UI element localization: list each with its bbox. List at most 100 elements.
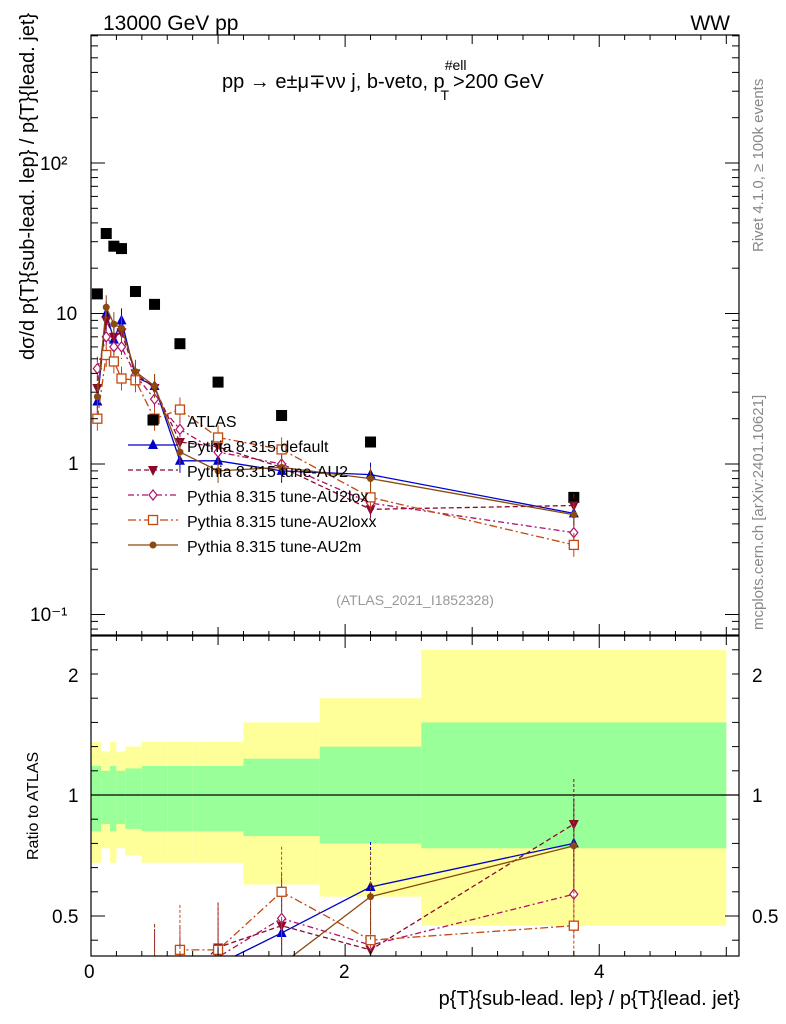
main-data-point bbox=[151, 382, 159, 390]
ratio-data-point bbox=[151, 966, 158, 973]
ratio-data-point bbox=[176, 988, 183, 995]
green-band-segment bbox=[125, 768, 142, 829]
ratio-y-tick-label-right: 1 bbox=[752, 786, 763, 807]
ratio-data-point bbox=[150, 965, 160, 975]
main-data-point bbox=[116, 373, 127, 384]
process-title-sub: T bbox=[440, 87, 449, 103]
atlas-data-point bbox=[365, 436, 377, 448]
atlas-data-point bbox=[212, 376, 224, 388]
main-data-point bbox=[149, 393, 160, 406]
main-panel-frame bbox=[90, 34, 740, 636]
ratio-data-point bbox=[150, 991, 159, 1000]
ratio-data-point bbox=[150, 963, 160, 973]
legend-marker bbox=[148, 466, 158, 476]
main-y-tick-label: 10 bbox=[56, 304, 77, 325]
process-title-sup: #ell bbox=[445, 57, 467, 73]
legend-marker bbox=[148, 489, 158, 501]
analysis-id-label: (ATLAS_2021_I1852328) bbox=[336, 592, 494, 608]
ratio-data-point bbox=[215, 971, 222, 978]
legend-label: ATLAS bbox=[187, 414, 237, 431]
legend-label: Pythia 8.315 tune-AU2m bbox=[187, 539, 361, 556]
axis-ticks bbox=[90, 35, 739, 956]
atlas-data-point bbox=[129, 286, 141, 298]
ratio-data-point bbox=[568, 920, 579, 931]
legend-label: Pythia 8.315 tune-AU2loxx bbox=[187, 514, 376, 531]
ratio-y-tick-label-right: 0.5 bbox=[752, 907, 778, 928]
main-data-point bbox=[365, 492, 376, 503]
green-band-segment bbox=[110, 765, 117, 832]
atlas-data-point bbox=[276, 410, 288, 422]
ratio-data-point bbox=[175, 983, 185, 993]
legend-marker bbox=[149, 541, 157, 549]
main-data-point bbox=[131, 368, 139, 376]
main-data-point bbox=[276, 444, 287, 455]
main-y-tick-label: 10⁻¹ bbox=[30, 605, 68, 626]
ratio-series-line bbox=[175, 891, 574, 956]
ratio-data-point bbox=[568, 820, 579, 831]
energy-label: 13000 GeV pp bbox=[103, 12, 238, 35]
legend: ATLAS Pythia 8.315 default Pythia 8.315 tu… bbox=[128, 414, 376, 556]
main-y-tick-label: 1 bbox=[68, 454, 79, 475]
ratio-data-point bbox=[278, 961, 285, 968]
main-y-axis-label: dσ/d p{T}{sub-lead. lep} / p{T}{lead. je… bbox=[17, 13, 39, 360]
ratio-data-point bbox=[569, 888, 579, 901]
atlas-data-point bbox=[149, 298, 161, 310]
main-data-point bbox=[212, 432, 224, 443]
atlas-data-point bbox=[91, 288, 103, 300]
green-band-segment bbox=[141, 765, 168, 832]
x-axis-label: p{T}{sub-lead. lep} / p{T}{lead. jet} bbox=[439, 988, 741, 1010]
green-band-segment bbox=[116, 770, 126, 825]
ratio-data-point bbox=[365, 880, 376, 891]
main-data-point bbox=[93, 393, 101, 401]
main-data-point bbox=[101, 316, 112, 327]
main-data-point bbox=[117, 324, 125, 332]
legend-marker bbox=[147, 514, 159, 526]
rivet-label: Rivet 4.1.0, ≥ 100k events bbox=[750, 79, 767, 252]
main-data-point bbox=[174, 404, 186, 415]
ratio-y-tick-label: 2 bbox=[68, 666, 79, 687]
main-data-point bbox=[102, 303, 110, 311]
legend-marker bbox=[147, 414, 159, 426]
ratio-y-axis-label: Ratio to ATLAS bbox=[25, 752, 42, 860]
green-band-segment bbox=[91, 765, 102, 832]
legend-label: Pythia 8.315 tune-AU2lox bbox=[187, 489, 368, 506]
legend-item: Pythia 8.315 tune-AU2 bbox=[128, 464, 348, 481]
ratio-y-tick-label-right: 2 bbox=[752, 666, 763, 687]
main-data-point bbox=[214, 467, 222, 475]
legend-label: Pythia 8.315 default bbox=[187, 439, 329, 456]
ratio-data-point bbox=[151, 972, 159, 982]
legend-item: Pythia 8.315 default bbox=[128, 439, 329, 456]
ratio-data-point bbox=[367, 893, 375, 901]
x-tick-label: 2 bbox=[339, 962, 350, 983]
legend-marker bbox=[148, 439, 158, 449]
legend-item: ATLAS bbox=[147, 414, 237, 431]
main-y-tick-label: 10² bbox=[40, 154, 67, 175]
ratio-data-point bbox=[176, 967, 184, 977]
ratio-uncertainty-bands bbox=[91, 649, 739, 926]
x-tick-label: 0 bbox=[84, 962, 95, 983]
main-series-group bbox=[91, 228, 580, 557]
main-data-point bbox=[568, 539, 579, 551]
atlas-data-point bbox=[100, 228, 112, 240]
atlas-data-point bbox=[115, 243, 127, 255]
mcplots-label: mcplots.cern.ch [arXiv:2401.10621] bbox=[750, 395, 767, 630]
main-data-point bbox=[176, 448, 184, 456]
process-title-tail: >200 GeV bbox=[453, 71, 544, 93]
main-data-point bbox=[213, 446, 223, 459]
atlas-data-point bbox=[108, 240, 120, 252]
ratio-data-point bbox=[276, 886, 287, 897]
final-state-label: WW bbox=[690, 12, 730, 35]
ratio-data-point bbox=[174, 944, 186, 956]
ratio-series-line bbox=[218, 893, 574, 956]
green-band-segment bbox=[243, 758, 320, 837]
ratio-panel-frame bbox=[90, 635, 740, 957]
process-title-main: pp → e±μ∓νν j, b-veto, p bbox=[222, 71, 445, 93]
ratio-y-tick-label: 1 bbox=[68, 786, 79, 807]
ratio-data-point bbox=[175, 980, 185, 990]
main-data-point bbox=[570, 511, 578, 519]
main-data-point bbox=[110, 320, 118, 328]
ratio-series-line bbox=[208, 823, 575, 956]
legend-item: Pythia 8.315 tune-AU2m bbox=[128, 539, 361, 556]
ratio-data-point bbox=[570, 842, 578, 850]
main-data-point bbox=[278, 463, 286, 471]
